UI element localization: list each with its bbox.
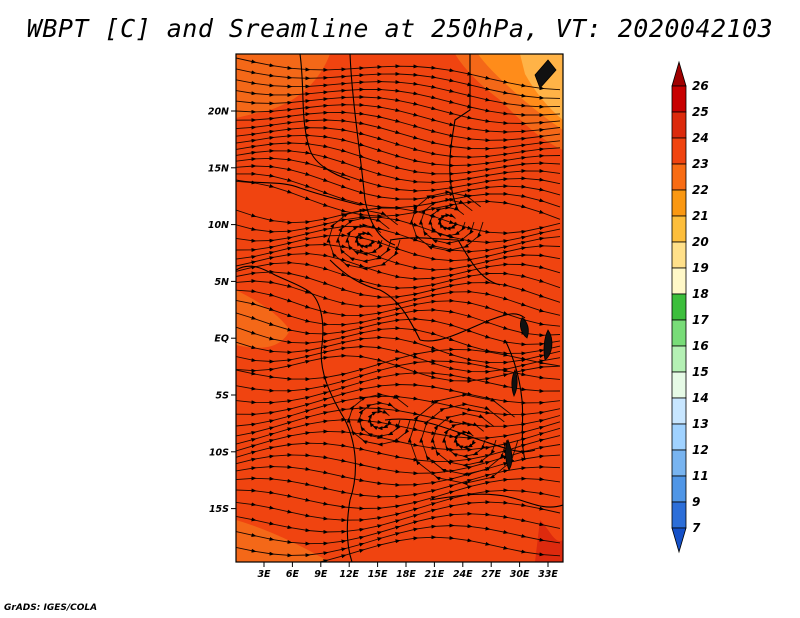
colorbar-cell	[671, 319, 687, 347]
lon-label: 9E	[314, 569, 328, 580]
lon-label: 12E	[339, 569, 359, 580]
lon-label: 6E	[286, 569, 300, 580]
colorbar-cell	[671, 111, 687, 139]
colorbar-label: 23	[692, 157, 709, 171]
colorbar-cell	[671, 449, 687, 477]
lat-label: 15N	[208, 163, 229, 174]
lakes	[505, 59, 557, 471]
colorbar-label: 17	[692, 313, 709, 327]
colorbar-cell	[671, 215, 687, 243]
colorbar-label: 22	[692, 183, 709, 197]
colorbar-cell	[671, 371, 687, 399]
lat-label: 5S	[216, 391, 230, 402]
grads-credit: GrADS: IGES/COLA	[4, 603, 98, 613]
lon-label: 24E	[453, 569, 473, 580]
latitude-axis: 20N 15N 10N 5N EQ 5S 10S 15S	[208, 107, 236, 515]
longitude-axis: 3E 6E 9E 12E 15E 18E 21E 24E 27E 30E 33E	[257, 562, 558, 580]
colorbar-label: 20	[692, 235, 709, 249]
colorbar-label: 18	[692, 287, 709, 301]
colorbar-cell	[671, 267, 687, 295]
lat-label: 10N	[208, 220, 229, 231]
lat-label: 10S	[209, 447, 229, 458]
colorbar-label: 19	[692, 261, 709, 275]
lon-label: 15E	[368, 569, 388, 580]
colorbar-label: 13	[692, 417, 709, 431]
colorbar-label: 16	[692, 339, 709, 353]
colorbar-cell	[671, 137, 687, 165]
colorbar-label: 11	[692, 469, 709, 483]
colorbar-cell	[671, 501, 687, 529]
colorbar-cell	[671, 189, 687, 217]
colorbar-label: 12	[692, 443, 709, 457]
colorbar-top-arrow	[671, 60, 687, 87]
colorbar-cell	[671, 293, 687, 321]
country-borders	[236, 54, 563, 562]
chart-title: WBPT [C] and Sreamline at 250hPa, VT: 20…	[26, 14, 774, 43]
colorbar-label: 7	[692, 521, 701, 535]
colorbar-bottom-arrow	[671, 527, 687, 554]
colorbar-label: 9	[692, 495, 700, 509]
colorbar-label: 14	[692, 391, 709, 405]
colorbar-cell	[671, 345, 687, 373]
lat-label: 15S	[209, 504, 229, 515]
colorbar-cell	[671, 85, 687, 113]
colorbar-cell	[671, 163, 687, 191]
streamline	[407, 392, 519, 486]
lat-label: EQ	[214, 334, 229, 345]
colorbar-label: 24	[692, 131, 709, 145]
lon-label: 21E	[425, 569, 445, 580]
lon-label: 30E	[510, 569, 530, 580]
lat-label: 5N	[214, 277, 229, 288]
colorbar-label: 21	[692, 209, 709, 223]
colorbar: 26 25 24 23 22 21 20 19 18 17 16 15 14 13 12 11 9 7	[671, 60, 709, 554]
colorbar-label: 26	[692, 79, 709, 93]
streamline	[251, 535, 561, 562]
streamlines	[236, 57, 561, 562]
lat-label: 20N	[208, 107, 229, 118]
streamline	[346, 392, 411, 447]
lon-label: 18E	[396, 569, 416, 580]
colorbar-label: 15	[692, 365, 709, 379]
map-frame	[235, 53, 564, 563]
lon-label: 33E	[538, 569, 558, 580]
colorbar-cell	[671, 241, 687, 269]
colorbar-cell	[671, 397, 687, 425]
colorbar-label: 25	[692, 105, 709, 119]
lon-label: 3E	[257, 569, 271, 580]
lon-label: 27E	[481, 569, 501, 580]
streamline	[409, 190, 484, 253]
colorbar-cell	[671, 475, 687, 503]
colorbar-cell	[671, 423, 687, 451]
